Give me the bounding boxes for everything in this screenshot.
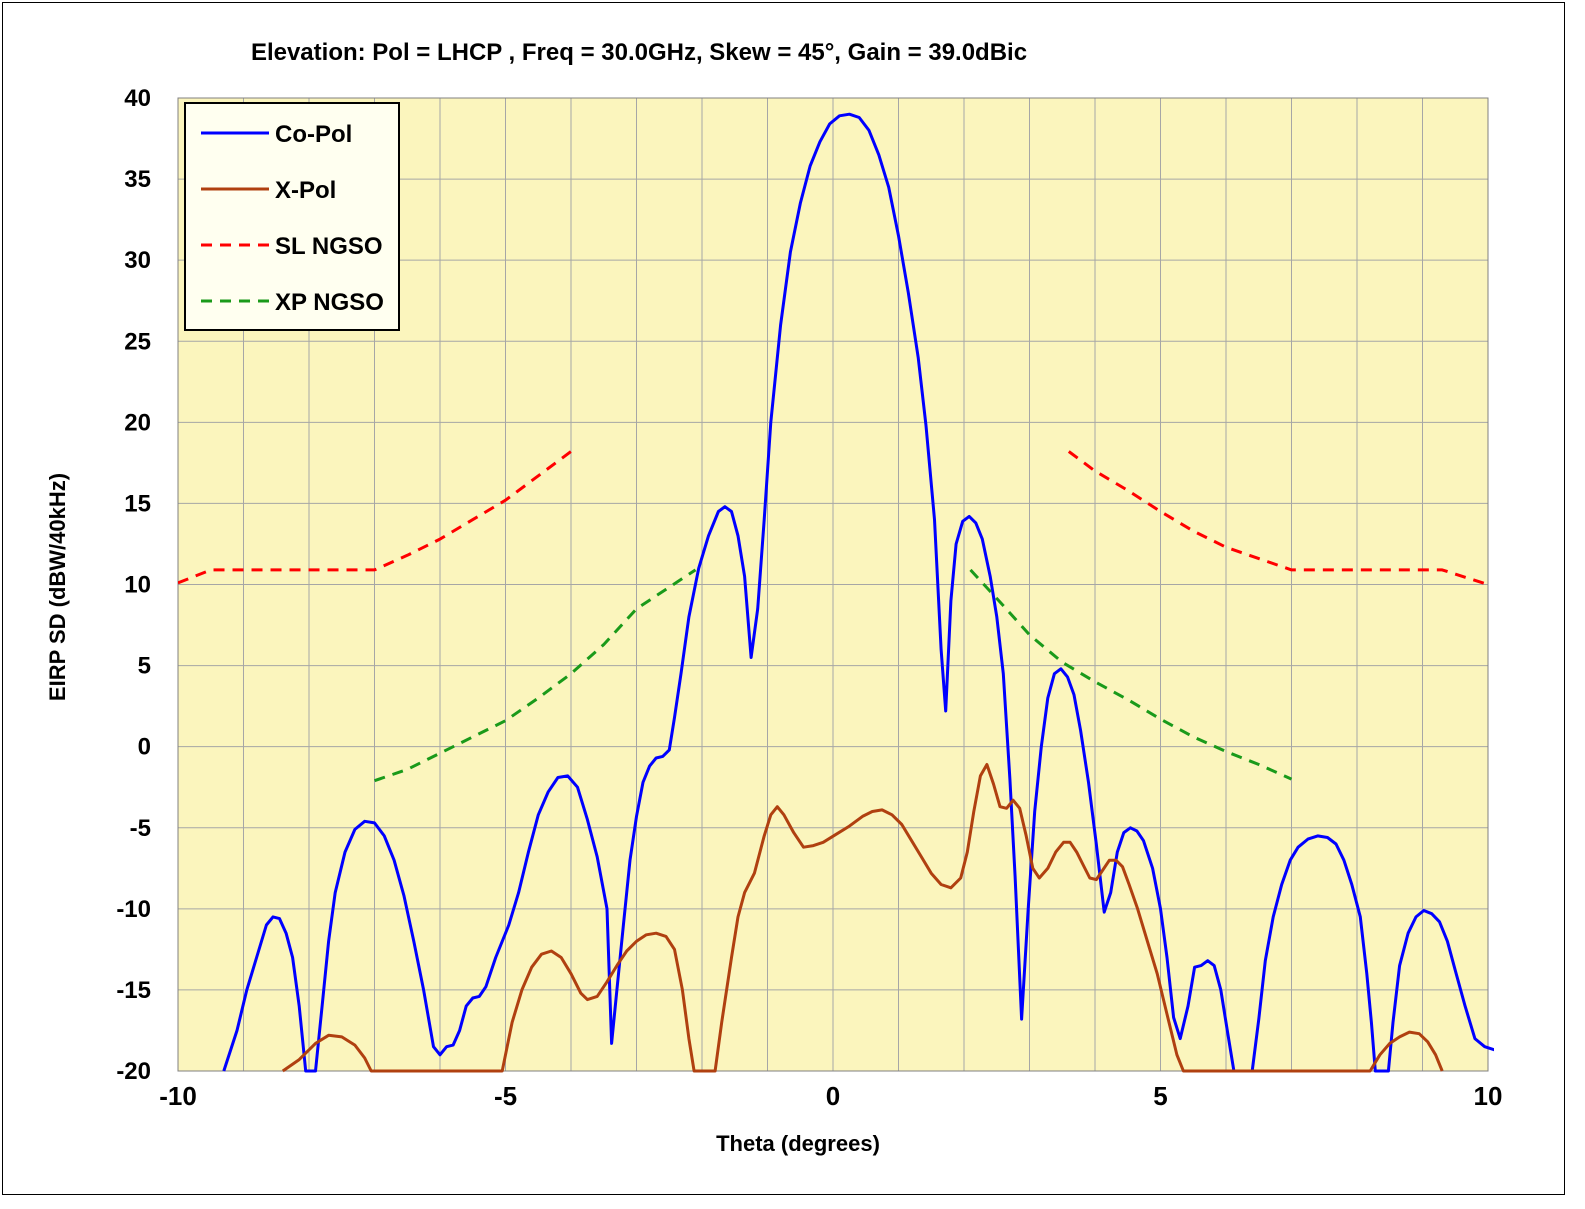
- legend-label-co-pol: Co-Pol: [275, 121, 352, 148]
- y-tick-label: 0: [138, 734, 151, 761]
- y-tick-label: 25: [124, 328, 151, 355]
- x-tick-label: 10: [1474, 1081, 1503, 1111]
- y-tick-label: 5: [138, 653, 151, 680]
- series-line-x-pol: [281, 763, 1444, 1073]
- x-axis-label: Theta (degrees): [716, 1131, 880, 1156]
- chart-title: Elevation: Pol = LHCP , Freq = 30.0GHz, …: [251, 39, 1027, 66]
- series-line-sl-ngso: [178, 450, 572, 585]
- plot-border: [177, 97, 1489, 1072]
- series-line-xp-ngso: [969, 568, 1293, 781]
- y-axis-label: EIRP SD (dBW/40kHz): [45, 473, 70, 701]
- y-tick-label: -15: [116, 977, 151, 1004]
- series-line-co-pol: [222, 112, 1494, 1073]
- y-tick-label: 10: [124, 572, 151, 599]
- x-tick-label: -10: [159, 1081, 197, 1111]
- y-tick-label: -20: [116, 1058, 151, 1085]
- x-tick-label: 5: [1153, 1081, 1167, 1111]
- legend-label-xp-ngso: XP NGSO: [275, 289, 384, 316]
- y-tick-label: 35: [124, 166, 151, 193]
- y-tick-label: -5: [130, 815, 151, 842]
- legend-label-sl-ngso: SL NGSO: [275, 233, 383, 260]
- series-line-sl-ngso: [1067, 450, 1489, 586]
- chart-frame: -20 -15 -10 -5 0 5 10 15 20 25 30 35 40 -10 -5 0 5 10 Ele…: [2, 2, 1565, 1195]
- series-line-xp-ngso: [374, 568, 697, 783]
- legend: Co-Pol X-Pol SL NGSO XP NGSO: [184, 102, 400, 331]
- y-tick-label: -10: [116, 896, 151, 923]
- y-tick-label: 20: [124, 409, 151, 436]
- x-tick-label: 0: [826, 1081, 840, 1111]
- chart-svg: -20 -15 -10 -5 0 5 10 15 20 25 30 35 40 -10 -5 0 5 10 Ele…: [45, 39, 1503, 1156]
- y-tick-label: 40: [124, 85, 151, 112]
- legend-label-x-pol: X-Pol: [275, 177, 336, 204]
- y-tick-label: 15: [124, 490, 151, 517]
- x-tick-label: -5: [494, 1081, 517, 1111]
- y-tick-label: 30: [124, 247, 151, 274]
